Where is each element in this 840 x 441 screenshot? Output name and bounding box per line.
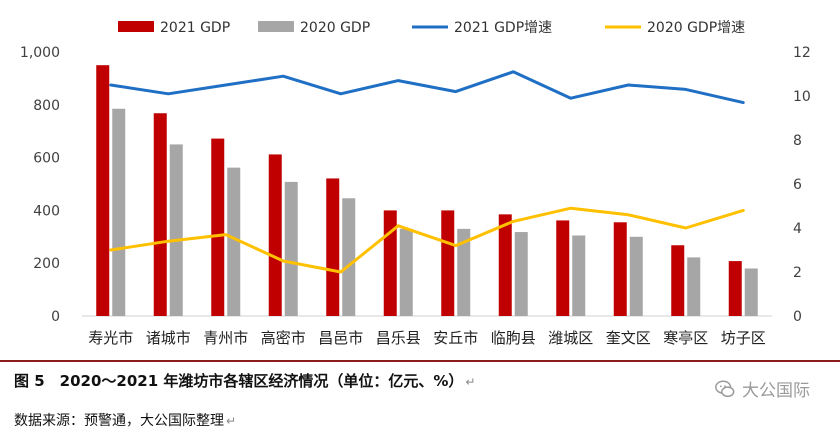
x-tick-label: 寒亭区 bbox=[663, 329, 708, 347]
bar-2020-gdp bbox=[112, 108, 126, 316]
legend-swatch-2021-gdp bbox=[118, 21, 154, 32]
x-tick-label: 青州市 bbox=[203, 329, 248, 347]
legend-label: 2021 GDP增速 bbox=[454, 20, 552, 36]
right-tick-label: 4 bbox=[793, 221, 802, 237]
watermark-text: 大公国际 bbox=[742, 381, 810, 401]
bar-2021-gdp bbox=[671, 245, 685, 316]
return-mark: ↵ bbox=[465, 375, 476, 389]
figure-caption: 图 5 2020～2021 年潍坊市各辖区经济情况（单位：亿元、%） ↵ bbox=[14, 370, 475, 391]
legend-label: 2020 GDP增速 bbox=[647, 20, 745, 36]
bar-2021-gdp bbox=[498, 214, 512, 316]
chart-legend: 2021 GDP 2020 GDP 2021 GDP增速 2020 GDP增速 bbox=[118, 20, 745, 36]
x-tick-label: 诸城市 bbox=[146, 329, 191, 347]
x-tick-label: 潍城区 bbox=[548, 329, 593, 347]
bar-2020-gdp bbox=[744, 268, 758, 316]
x-tick-label: 昌邑市 bbox=[318, 329, 363, 347]
bar-2020-gdp bbox=[629, 236, 643, 316]
bar-2021-gdp bbox=[96, 65, 110, 316]
x-tick-label: 坊子区 bbox=[721, 329, 766, 347]
left-axis: 0 200 400 600 800 1,000 bbox=[20, 45, 772, 325]
bar-2021-gdp bbox=[383, 210, 397, 316]
bar-2020-gdp bbox=[457, 228, 471, 316]
bar-2021-gdp bbox=[326, 178, 340, 316]
line-2020-gdp-growth bbox=[109, 206, 745, 274]
bar-2020-gdp bbox=[169, 144, 183, 316]
x-tick-label: 高密市 bbox=[261, 329, 306, 347]
right-tick-label: 12 bbox=[793, 45, 811, 61]
x-tick-label: 昌乐县 bbox=[376, 329, 421, 347]
wechat-icon bbox=[715, 379, 735, 397]
left-tick-label: 600 bbox=[33, 151, 60, 167]
bar-2020-gdp bbox=[342, 198, 356, 316]
bar-2020-gdp bbox=[227, 167, 241, 316]
bar-2020-gdp bbox=[399, 228, 413, 316]
bar-2021-gdp bbox=[728, 261, 742, 316]
right-tick-label: 10 bbox=[793, 89, 811, 105]
data-source: 数据来源：预警通，大公国际整理 ↵ bbox=[14, 410, 236, 430]
right-tick-label: 8 bbox=[793, 133, 802, 149]
bar-2020-gdp bbox=[284, 181, 298, 316]
caption-divider bbox=[0, 360, 840, 402]
legend-swatch-2020-gdp bbox=[258, 21, 294, 32]
bar-2020-gdp bbox=[514, 232, 528, 316]
right-tick-label: 0 bbox=[793, 309, 802, 325]
bar-2021-gdp bbox=[153, 113, 167, 316]
right-axis: 0 2 4 6 8 10 12 bbox=[793, 45, 811, 325]
bar-series bbox=[96, 65, 758, 316]
bar-2021-gdp bbox=[211, 138, 225, 316]
x-tick-label: 临朐县 bbox=[491, 329, 536, 347]
legend-label: 2020 GDP bbox=[300, 20, 370, 36]
watermark: 大公国际 bbox=[714, 376, 810, 401]
gdp-combo-chart: 2021 GDP 2020 GDP 2021 GDP增速 2020 GDP增速 020… bbox=[20, 20, 811, 347]
x-axis-labels: 寿光市 诸城市 青州市 高密市 昌邑市 昌乐县 安丘市 临朐县 潍城区 奎文区 寒亭区 坊子区 bbox=[88, 329, 766, 347]
bar-2021-gdp bbox=[556, 220, 570, 316]
bar-2020-gdp bbox=[687, 257, 701, 316]
x-tick-label: 奎文区 bbox=[606, 329, 651, 347]
legend-label: 2021 GDP bbox=[160, 20, 230, 36]
left-tick-label: 1,000 bbox=[20, 45, 60, 61]
left-tick-label: 400 bbox=[33, 203, 60, 219]
left-tick-label: 0 bbox=[51, 309, 60, 325]
figure-caption-text: 图 5 2020～2021 年潍坊市各辖区经济情况（单位：亿元、%） bbox=[14, 372, 464, 390]
x-tick-label: 安丘市 bbox=[433, 329, 478, 347]
data-source-text: 数据来源：预警通，大公国际整理 bbox=[14, 413, 224, 429]
left-tick-label: 200 bbox=[33, 256, 60, 272]
line-series bbox=[109, 70, 745, 274]
right-tick-label: 2 bbox=[793, 265, 802, 281]
line-2021-gdp-growth bbox=[109, 70, 745, 105]
return-mark: ↵ bbox=[226, 414, 237, 428]
left-tick-label: 800 bbox=[33, 98, 60, 114]
x-tick-label: 寿光市 bbox=[88, 329, 133, 347]
bar-2021-gdp bbox=[441, 210, 455, 316]
right-tick-label: 6 bbox=[793, 177, 802, 193]
bar-2021-gdp bbox=[613, 222, 627, 316]
bar-2021-gdp bbox=[268, 154, 282, 316]
bar-2020-gdp bbox=[572, 235, 586, 316]
